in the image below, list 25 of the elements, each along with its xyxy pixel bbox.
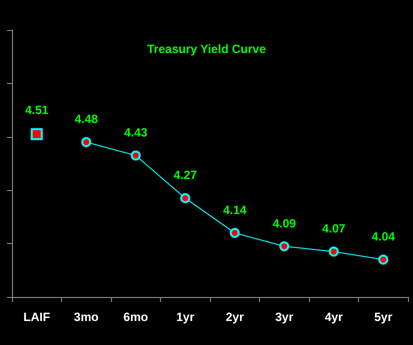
x-tick-label: 3mo bbox=[74, 310, 99, 324]
point bbox=[81, 137, 92, 148]
data-label: 4.14 bbox=[223, 202, 247, 217]
point bbox=[230, 228, 240, 238]
data-label: 4.27 bbox=[174, 168, 198, 182]
data-label: 4.07 bbox=[322, 222, 346, 236]
point bbox=[30, 128, 43, 140]
x-tick-label: 1yr bbox=[176, 310, 195, 324]
point bbox=[279, 241, 290, 252]
x-tick-label: 6mo bbox=[123, 310, 148, 324]
data-label: 4.51 bbox=[25, 103, 49, 118]
point bbox=[378, 254, 388, 265]
point bbox=[328, 246, 339, 257]
data-label: 4.48 bbox=[74, 112, 98, 126]
point bbox=[180, 193, 190, 204]
x-tick-label: 2yr bbox=[226, 310, 244, 324]
data-label: 4.04 bbox=[372, 230, 396, 244]
text: Treasury Yield Curve bbox=[147, 42, 266, 56]
x-tick-label: 5yr bbox=[374, 310, 393, 324]
x-tick-label: LAIF bbox=[23, 310, 50, 324]
point bbox=[130, 150, 141, 160]
x-tick-label: 3yr bbox=[275, 310, 294, 324]
data-label: 4.09 bbox=[272, 216, 296, 230]
x-tick-label: 4yr bbox=[324, 310, 344, 324]
data-label: 4.43 bbox=[124, 125, 148, 140]
